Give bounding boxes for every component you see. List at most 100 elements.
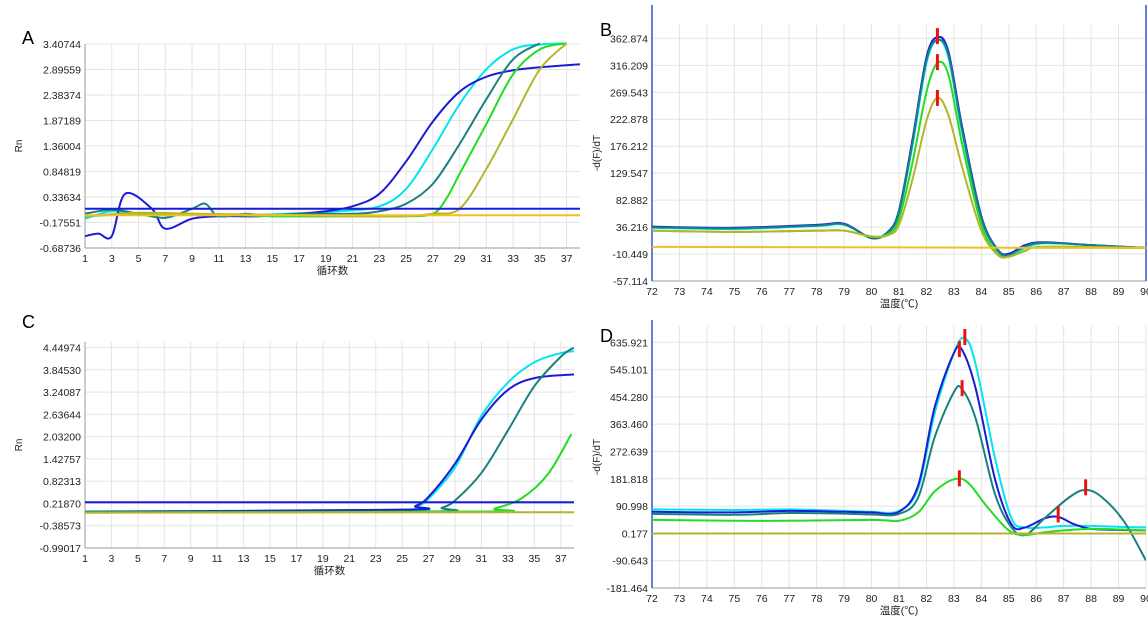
x-tick-label: 74 [701,286,713,298]
y-tick-label: 1.87189 [43,116,81,128]
panel-b: B727374757677787980818283848586878889903… [590,0,1148,310]
x-tick-label: 76 [756,286,768,298]
x-tick-label: 37 [561,253,573,265]
y-tick-label: 90.998 [616,501,648,513]
panel-label: C [22,312,35,332]
y-tick-label: 272.639 [610,446,648,458]
y-tick-label: 36.216 [616,222,648,234]
x-tick-label: 17 [291,553,303,565]
y-tick-label: 1.42757 [43,454,81,466]
x-tick-label: 25 [396,553,408,565]
x-tick-label: 89 [1113,286,1125,298]
x-tick-label: 83 [948,286,960,298]
y-tick-label: 316.209 [610,60,648,72]
x-tick-label: 85 [1003,593,1015,605]
x-tick-label: 7 [161,553,167,565]
x-tick-label: 90 [1140,286,1148,298]
y-tick-label: 0.82313 [43,476,81,488]
series-line-1 [85,351,574,511]
x-axis-label: 温度(℃) [880,604,919,617]
y-tick-label: 363.460 [610,419,648,431]
y-tick-label: 454.280 [610,392,648,404]
x-tick-label: 1 [82,253,88,265]
y-tick-label: 181.818 [610,474,648,486]
chart-b: B727374757677787980818283848586878889903… [590,0,1148,310]
x-tick-label: 89 [1113,593,1125,605]
y-tick-label: 269.543 [610,87,648,99]
x-tick-label: 87 [1058,286,1070,298]
x-tick-label: 9 [189,253,195,265]
x-tick-label: 27 [423,553,435,565]
y-tick-label: 82.882 [616,195,648,207]
x-tick-label: 77 [783,286,795,298]
x-tick-label: 21 [343,553,355,565]
y-tick-label: 3.84530 [43,365,81,377]
x-tick-label: 31 [481,253,493,265]
y-tick-label: 176.212 [610,141,648,153]
x-tick-label: 76 [756,593,768,605]
y-tick-label: 0.177 [622,528,648,540]
x-tick-label: 78 [811,286,823,298]
x-tick-label: 29 [454,253,466,265]
y-tick-label: -0.38573 [40,521,82,533]
x-tick-label: 9 [188,553,194,565]
x-tick-label: 88 [1085,286,1097,298]
x-tick-label: 7 [162,253,168,265]
x-tick-label: 35 [534,253,546,265]
y-tick-label: 129.547 [610,168,648,180]
x-tick-label: 86 [1030,593,1042,605]
x-tick-label: 74 [701,593,713,605]
x-tick-label: 80 [866,593,878,605]
y-tick-label: 362.874 [610,33,648,45]
y-tick-label: 635.921 [610,337,648,349]
x-tick-label: 37 [555,553,567,565]
x-tick-label: 15 [266,253,278,265]
x-tick-label: 23 [373,253,385,265]
chart-d: D727374757677787980818283848586878889906… [590,310,1148,632]
x-tick-label: 3 [109,553,115,565]
x-tick-label: 84 [975,286,987,298]
y-tick-label: 2.89559 [43,65,81,77]
x-tick-label: 19 [320,253,332,265]
y-tick-label: 0.21870 [43,498,81,510]
y-tick-label: 0.84819 [43,167,81,179]
x-axis-label: 循环数 [317,264,349,277]
y-axis-label: -d(F)/dT [592,135,603,171]
x-tick-label: 15 [264,553,276,565]
y-tick-label: -0.17551 [40,218,82,230]
x-tick-label: 31 [476,553,488,565]
x-tick-label: 81 [893,286,905,298]
x-axis-label: 循环数 [314,564,346,577]
x-tick-label: 83 [948,593,960,605]
y-tick-label: 545.101 [610,365,648,377]
x-tick-label: 73 [674,286,686,298]
x-tick-label: 88 [1085,593,1097,605]
x-tick-label: 11 [213,253,224,265]
x-tick-label: 86 [1030,286,1042,298]
x-tick-label: 21 [347,253,359,265]
y-tick-label: 2.03200 [43,432,81,444]
y-tick-label: -10.449 [612,249,648,261]
y-tick-label: -90.643 [612,556,648,568]
x-axis-label: 温度(℃) [880,297,919,310]
x-tick-label: 33 [507,253,519,265]
y-tick-label: 222.878 [610,114,648,126]
x-tick-label: 13 [238,553,250,565]
series-line-3 [85,348,574,512]
y-tick-label: 4.44974 [43,343,81,355]
series-line-6 [652,247,1146,248]
x-tick-label: 19 [317,553,329,565]
x-tick-label: 75 [728,593,740,605]
x-tick-label: 81 [893,593,905,605]
x-tick-label: 90 [1140,593,1148,605]
x-tick-label: 85 [1003,286,1015,298]
x-tick-label: 29 [449,553,461,565]
y-tick-label: 0.33634 [43,192,81,204]
x-tick-label: 79 [838,286,850,298]
x-tick-label: 82 [921,593,933,605]
y-tick-label: -181.464 [607,583,649,595]
x-tick-label: 3 [109,253,115,265]
